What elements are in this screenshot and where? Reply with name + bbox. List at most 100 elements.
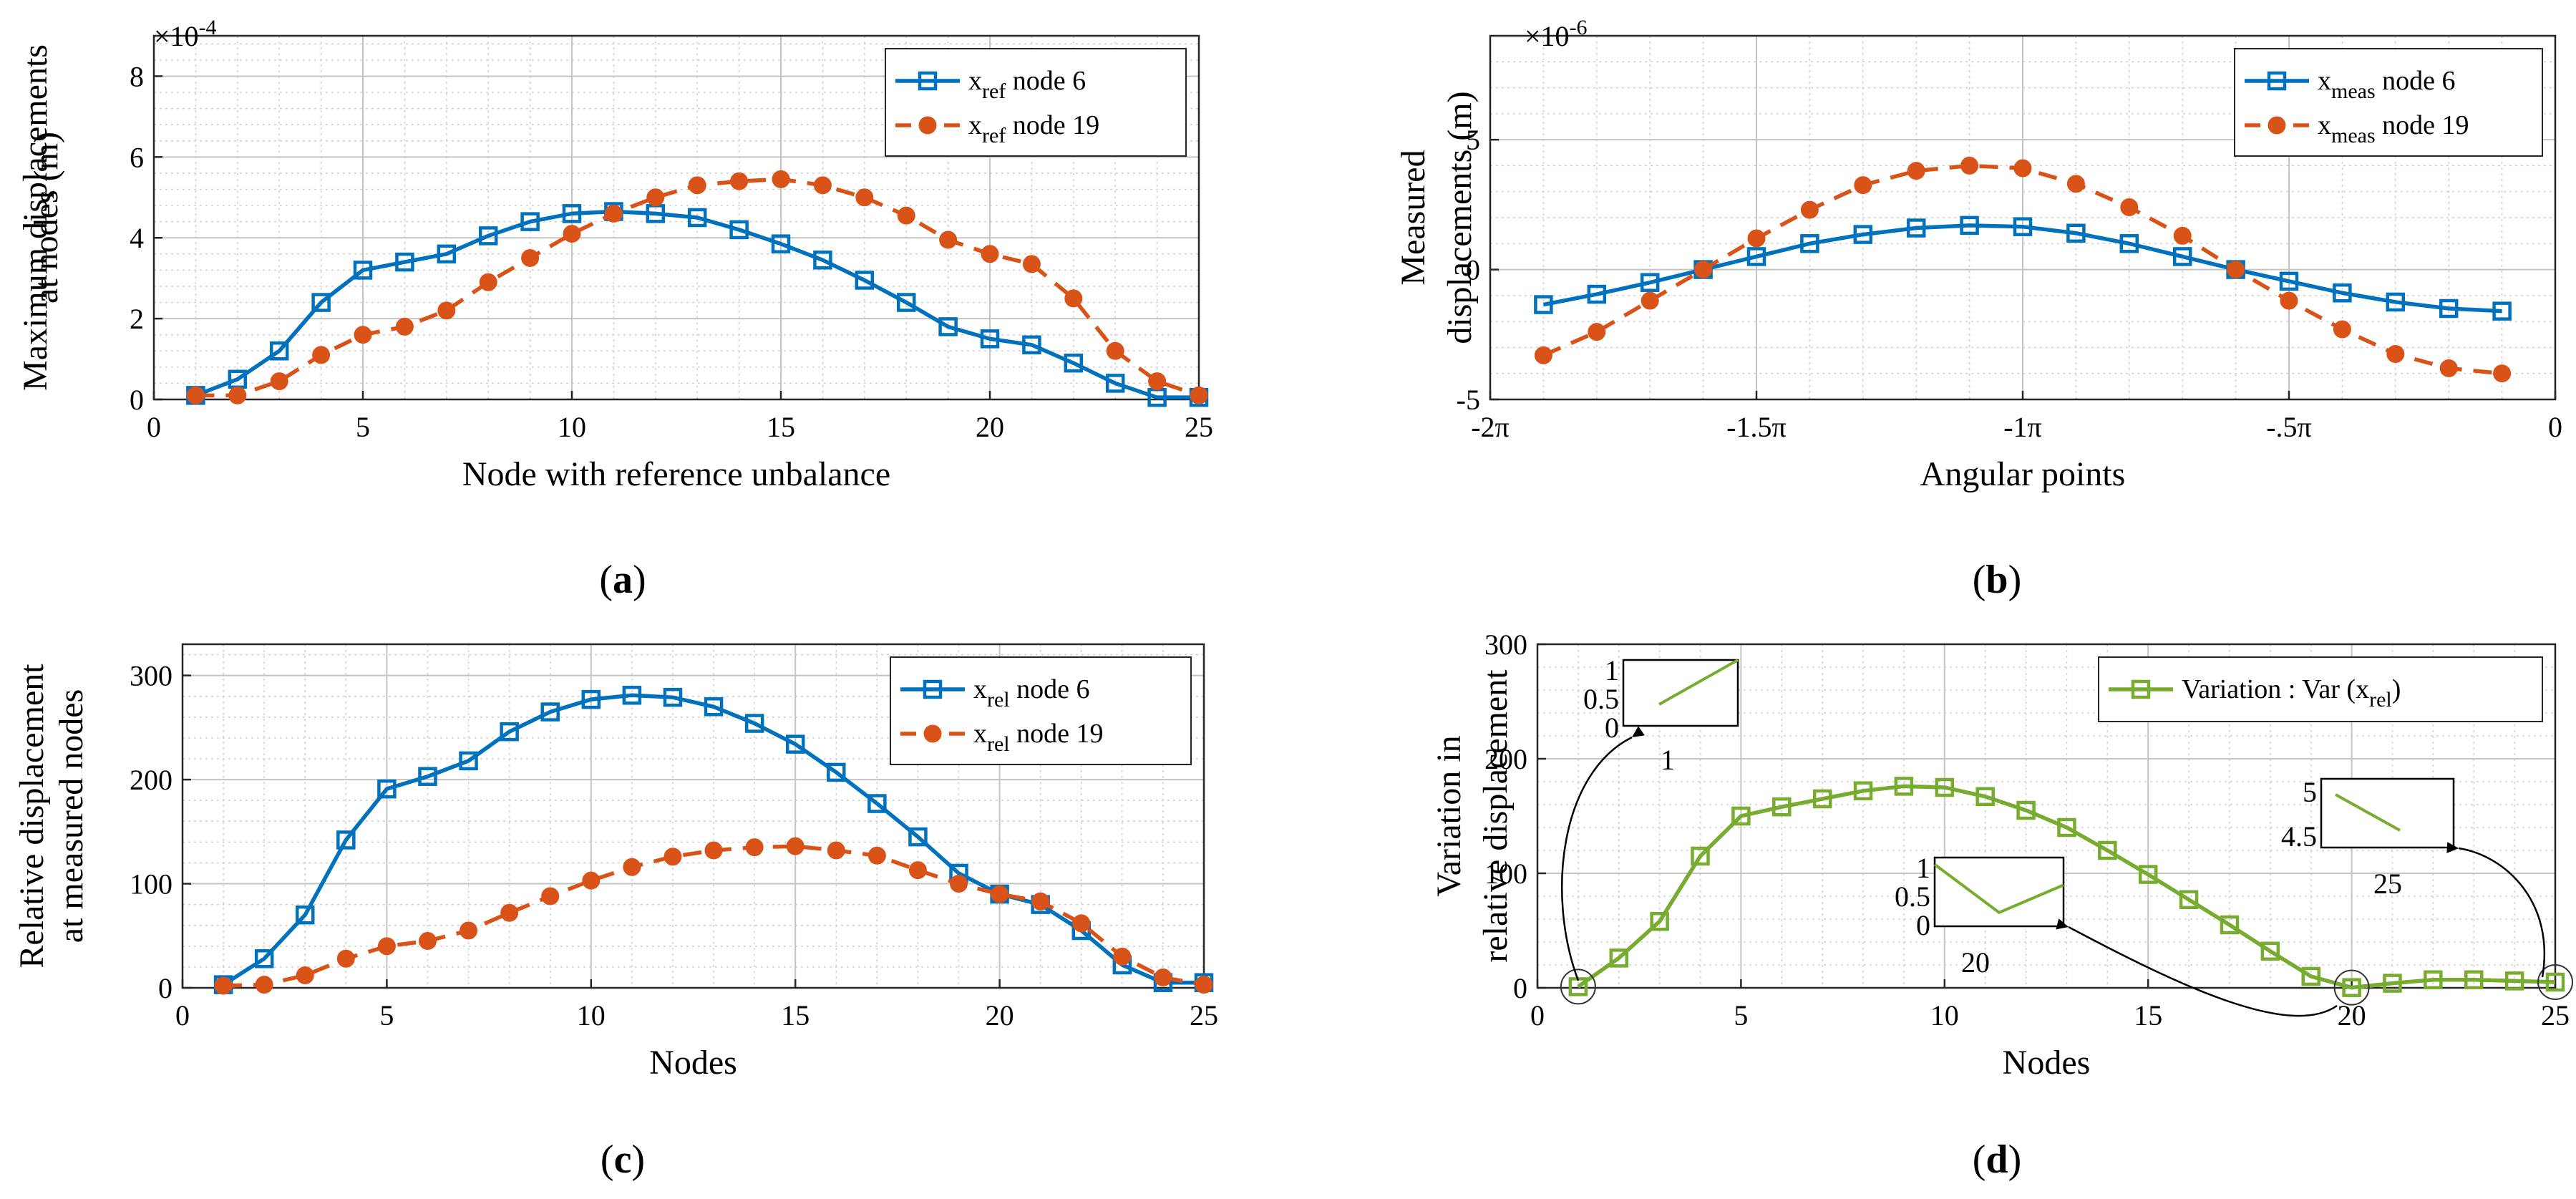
- y-axis-label: Measured: [1394, 150, 1432, 285]
- data-point: [939, 230, 958, 249]
- zoom-circle: [2537, 964, 2573, 1000]
- chart-b: -2π -1.5π -1π -.5π 0 -5 0 5 ×10-6 Angular points M…: [1394, 16, 2562, 602]
- data-point: [1195, 976, 1213, 994]
- data-point: [459, 751, 478, 771]
- data-point: [254, 949, 274, 969]
- data-point: [2013, 217, 2033, 236]
- y-tick-label: 200: [130, 764, 172, 796]
- data-point: [744, 714, 764, 733]
- zoom-circle: [1560, 969, 1596, 1005]
- data-point: [1731, 806, 1751, 826]
- data-point: [785, 734, 805, 754]
- inset-x-tick-label: 25: [2373, 868, 2402, 900]
- data-point: [2179, 890, 2199, 910]
- legend: xrel node 6 xrel node 19: [890, 656, 1192, 765]
- data-point: [541, 887, 560, 906]
- data-point: [1022, 255, 1041, 273]
- data-point: [867, 794, 887, 813]
- inset-y-tick-label: 5: [2303, 776, 2317, 808]
- x-tick-label: 25: [1190, 999, 1218, 1031]
- data-point: [827, 762, 846, 782]
- series-2: [214, 837, 1213, 995]
- data-point: [1960, 215, 1979, 236]
- x-tick-label: 15: [781, 999, 810, 1031]
- data-point: [604, 204, 623, 223]
- data-point: [1906, 218, 1926, 238]
- inset-x-tick-label: 20: [1961, 946, 1990, 979]
- data-point: [908, 861, 927, 880]
- data-point: [2098, 840, 2117, 860]
- data-point: [646, 188, 665, 207]
- legend-marker: [923, 724, 942, 743]
- x-tick-label: 15: [767, 411, 795, 443]
- data-point: [186, 386, 205, 404]
- data-point: [214, 976, 233, 995]
- data-point: [500, 722, 519, 742]
- y-tick-label: 4: [130, 222, 144, 254]
- data-point: [2386, 292, 2406, 312]
- data-point: [562, 204, 582, 223]
- data-point: [622, 686, 642, 705]
- legend-label: xref node 6: [968, 66, 1086, 103]
- data-point: [269, 341, 289, 361]
- legend-marker: [2131, 679, 2151, 699]
- inset-3: 5 4.5 25: [2281, 776, 2573, 1000]
- data-point: [2386, 345, 2405, 363]
- zoom-arrow: [1560, 736, 1633, 981]
- arrowhead: [2446, 842, 2459, 853]
- data-point: [353, 261, 373, 280]
- x-tick-label: 0: [147, 411, 161, 443]
- data-point: [1975, 787, 1995, 807]
- data-point: [2057, 817, 2076, 838]
- data-point: [897, 206, 915, 225]
- series-2: [186, 170, 1208, 404]
- data-point: [1154, 968, 1172, 986]
- y-tick-label: 0: [158, 972, 172, 1004]
- data-point: [270, 372, 288, 391]
- inset-line: [1933, 863, 2064, 915]
- x-tick-label: 20: [986, 999, 1014, 1031]
- data-point: [771, 234, 791, 253]
- data-point: [2464, 970, 2484, 990]
- data-point: [2493, 364, 2512, 383]
- data-point: [2333, 320, 2351, 339]
- x-axis-label: Angular points: [1920, 455, 2126, 493]
- data-point: [623, 858, 641, 876]
- legend-box: [890, 656, 1192, 765]
- y-tick-label: 8: [130, 60, 144, 92]
- legend-label: xrel node 19: [973, 719, 1104, 756]
- data-point: [855, 271, 875, 290]
- legend-box: [885, 48, 1187, 157]
- data-point: [855, 188, 874, 207]
- data-point: [418, 767, 437, 786]
- y-tick-label: 300: [1484, 628, 1527, 661]
- panel-caption: (a): [599, 558, 646, 602]
- axes-frame: [1536, 643, 2557, 989]
- chart-c: 0 5 10 15 20 25 0 100 200 300 Nodes Relative displa…: [13, 643, 1218, 1182]
- data-point: [437, 244, 457, 264]
- arrowhead: [2056, 918, 2069, 930]
- data-point: [1113, 947, 1132, 966]
- data-point: [1772, 797, 1792, 817]
- inset-y-tick-label: 0: [1605, 712, 1619, 744]
- y-tick-label: 0: [1466, 254, 1480, 286]
- data-point: [2333, 283, 2352, 303]
- data-point: [377, 779, 397, 799]
- x-tick-label: 15: [2134, 999, 2162, 1031]
- x-tick-label: 10: [1930, 999, 1959, 1031]
- inset-frame: [1933, 856, 2065, 928]
- zoom-circle: [2333, 969, 2370, 1006]
- x-tick-label: 0: [1530, 999, 1545, 1031]
- y-tick-label: 0: [1513, 972, 1527, 1004]
- data-point: [663, 687, 683, 707]
- data-point: [1853, 225, 1873, 244]
- x-tick-label: 10: [558, 411, 586, 443]
- data-point: [311, 293, 331, 312]
- x-tick-label: -.5π: [2266, 411, 2312, 443]
- data-point: [255, 976, 273, 994]
- data-point: [1650, 911, 1669, 931]
- data-point: [980, 329, 1000, 349]
- data-point: [1812, 789, 1832, 809]
- data-point: [1907, 162, 1925, 180]
- x-tick-label: -1π: [2003, 411, 2042, 443]
